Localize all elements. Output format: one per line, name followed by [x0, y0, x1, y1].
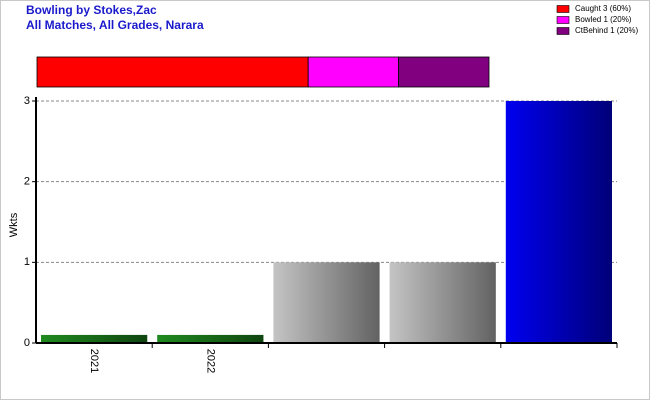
legend-label: Caught 3 (60%)	[575, 4, 631, 13]
legend-swatch	[556, 27, 570, 35]
legend-label: CtBehind 1 (20%)	[575, 26, 638, 35]
y-tick-label: 1	[24, 256, 30, 268]
bar-shade	[389, 262, 496, 343]
x-tick-label: 2021	[88, 349, 100, 373]
bar-shade	[505, 101, 612, 343]
legend-label: Bowled 1 (20%)	[575, 15, 632, 24]
chart-subtitle: All Matches, All Grades, Narara	[26, 18, 204, 32]
stack-segment	[307, 56, 400, 88]
x-tick-label: 2022	[204, 349, 216, 373]
stack-segment	[36, 56, 309, 88]
bar-shade	[157, 334, 264, 343]
y-tick-label: 3	[24, 95, 30, 107]
bar-shade	[273, 262, 380, 343]
bar-shade	[41, 334, 148, 343]
stack-segment	[398, 56, 490, 88]
chart-title: Bowling by Stokes,Zac	[26, 3, 157, 17]
y-axis-label: Wkts	[8, 212, 20, 237]
y-tick-label: 0	[24, 337, 30, 349]
legend-swatch	[556, 16, 570, 24]
legend-swatch	[556, 5, 570, 13]
y-tick-label: 2	[24, 176, 30, 188]
